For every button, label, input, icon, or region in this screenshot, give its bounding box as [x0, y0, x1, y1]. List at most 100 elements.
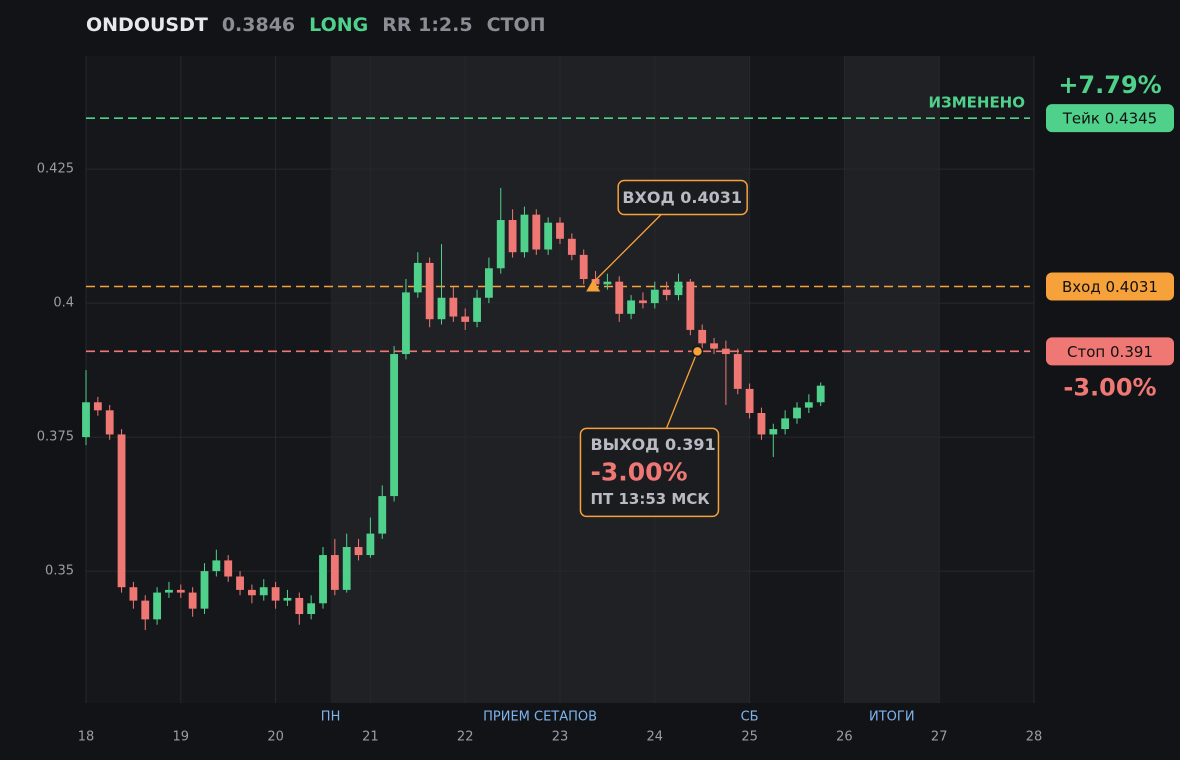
level-badge	[1046, 104, 1174, 133]
candle-body	[117, 434, 126, 588]
x-tick-label: 22	[457, 730, 474, 745]
y-tick-label: 0.35	[45, 564, 74, 579]
x-tick-label: 24	[647, 730, 664, 745]
candle-body	[200, 571, 209, 609]
symbol: ONDOUSDT	[86, 14, 208, 36]
candle-body	[615, 281, 624, 314]
candle-body	[212, 560, 221, 572]
entry-label: ВХОД 0.4031	[622, 188, 742, 207]
band-label: ИТОГИ	[869, 710, 915, 725]
session-band	[844, 56, 940, 703]
candle-body	[686, 281, 695, 330]
candle-body	[402, 292, 410, 355]
candle-body	[236, 576, 244, 590]
candle-body	[781, 418, 790, 430]
header: ONDOUSDT 0.3846 LONG RR 1:2.5 СТОП	[86, 14, 546, 36]
candle-body	[544, 222, 553, 250]
x-tick-label: 25	[741, 730, 758, 745]
candle-body	[721, 348, 730, 355]
candle-body	[319, 555, 327, 604]
price: 0.3846	[221, 14, 296, 36]
band-label: ПРИЕМ СЕТАПОВ	[483, 710, 597, 725]
y-tick-label: 0.4	[53, 296, 74, 311]
candle-body	[129, 587, 138, 601]
candle-body	[259, 587, 268, 596]
candle-body	[105, 410, 114, 435]
candle-body	[449, 297, 458, 317]
entry-marker	[586, 279, 601, 292]
candle-body	[378, 496, 387, 534]
risk-reward: RR 1:2.5	[382, 14, 473, 36]
candle-body	[627, 300, 636, 314]
candle-body	[461, 316, 470, 322]
candle-body	[508, 220, 517, 253]
candle-body	[662, 289, 671, 296]
candle-body	[473, 297, 481, 322]
y-tick-label: 0.425	[37, 162, 74, 177]
candle-body	[354, 547, 363, 556]
candle-body	[591, 278, 600, 285]
candle-body	[390, 354, 399, 497]
x-tick-label: 23	[552, 730, 569, 745]
status: СТОП	[486, 14, 546, 36]
level-note: -3.00%	[1063, 373, 1156, 401]
level-label: Стоп 0.391	[1067, 343, 1153, 361]
callout-line	[592, 214, 662, 283]
candle-body	[153, 592, 162, 620]
candle-body	[176, 589, 185, 593]
candle-body	[496, 220, 505, 269]
candle-body	[425, 262, 434, 320]
candle-body	[532, 214, 541, 250]
candle-body	[224, 560, 233, 577]
x-tick-label: 20	[267, 730, 284, 745]
entry-callout	[617, 179, 748, 216]
candle-body	[733, 354, 742, 389]
candle-body	[247, 589, 256, 596]
exit-label: ВЫХОД 0.391	[590, 435, 715, 454]
candle-body	[804, 402, 813, 408]
candle-body	[437, 297, 446, 320]
candle-body	[579, 254, 588, 279]
candle-body	[757, 413, 766, 435]
session-band	[330, 56, 750, 703]
candle-body	[484, 268, 493, 298]
candle-body	[93, 402, 102, 411]
candle-body	[330, 555, 339, 590]
y-tick-label: 0.375	[37, 430, 74, 445]
level-badge	[1046, 272, 1174, 301]
x-tick-label: 28	[1026, 730, 1043, 745]
candle-body	[698, 329, 707, 344]
candle-body	[307, 603, 316, 615]
side: LONG	[309, 14, 369, 36]
candle-body	[769, 429, 778, 435]
level-note: +7.79%	[1058, 71, 1161, 99]
candle-body	[674, 281, 683, 296]
candle-body	[639, 300, 647, 304]
candle-body	[567, 238, 576, 255]
level-tag: ИЗМЕНЕНО	[929, 94, 1026, 112]
candle-body	[603, 281, 612, 285]
candle-body	[342, 547, 351, 590]
exit-callout	[579, 427, 720, 518]
candle-body	[556, 222, 564, 239]
exit-marker	[691, 345, 704, 358]
x-tick-label: 18	[78, 730, 95, 745]
exit-time: ПТ 13:53 МСК	[590, 490, 710, 508]
candle-body	[82, 402, 90, 438]
x-tick-label: 21	[362, 730, 379, 745]
candle-body	[271, 587, 280, 601]
candle-body	[745, 388, 754, 414]
level-label: Тейк 0.4345	[1062, 110, 1157, 128]
session-label: СБ	[741, 710, 759, 725]
candle-body	[165, 589, 173, 593]
candle-body	[141, 600, 150, 620]
callout-line	[665, 351, 699, 429]
exit-pnl: -3.00%	[590, 457, 687, 486]
x-tick-label: 27	[931, 730, 948, 745]
candle-body	[295, 597, 304, 615]
candle-body	[793, 407, 801, 419]
level-badge	[1046, 337, 1174, 366]
candle-body	[710, 343, 718, 349]
candle-body	[520, 214, 529, 253]
